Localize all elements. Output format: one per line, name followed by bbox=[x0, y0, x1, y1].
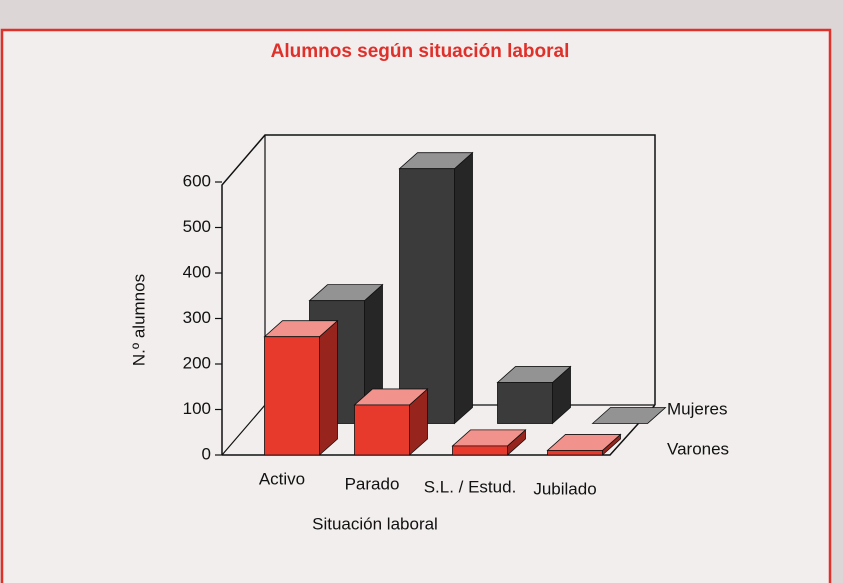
bar bbox=[497, 382, 553, 424]
x-tick-label: Parado bbox=[345, 474, 400, 493]
y-tick-label: 600 bbox=[183, 171, 211, 190]
y-tick-label: 500 bbox=[183, 217, 211, 236]
left-floor bbox=[221, 404, 266, 456]
legend-label: Varones bbox=[667, 439, 729, 458]
y-tick-label: 300 bbox=[183, 308, 211, 327]
y-tick-label: 0 bbox=[202, 444, 211, 463]
bar-top bbox=[591, 407, 667, 424]
y-tick-label: 100 bbox=[183, 399, 211, 418]
bar bbox=[354, 404, 410, 456]
bar bbox=[399, 168, 455, 424]
y-tick-label: 400 bbox=[183, 262, 211, 281]
bar-side bbox=[454, 151, 473, 425]
y-tick-label: 200 bbox=[183, 353, 211, 372]
x-tick-label: Activo bbox=[259, 469, 305, 488]
x-tick-label: Jubilado bbox=[533, 479, 596, 498]
bar bbox=[452, 445, 508, 456]
bar bbox=[547, 450, 603, 456]
chart-title: Alumnos según situación laboral bbox=[271, 41, 570, 62]
bar bbox=[264, 336, 320, 456]
x-tick-label: S.L. / Estud. bbox=[424, 477, 517, 496]
x-axis-label: Situación laboral bbox=[312, 514, 438, 533]
y-axis-label: N.º alumnos bbox=[129, 274, 148, 366]
legend-label: Mujeres bbox=[667, 399, 727, 418]
bar-side bbox=[319, 319, 338, 456]
